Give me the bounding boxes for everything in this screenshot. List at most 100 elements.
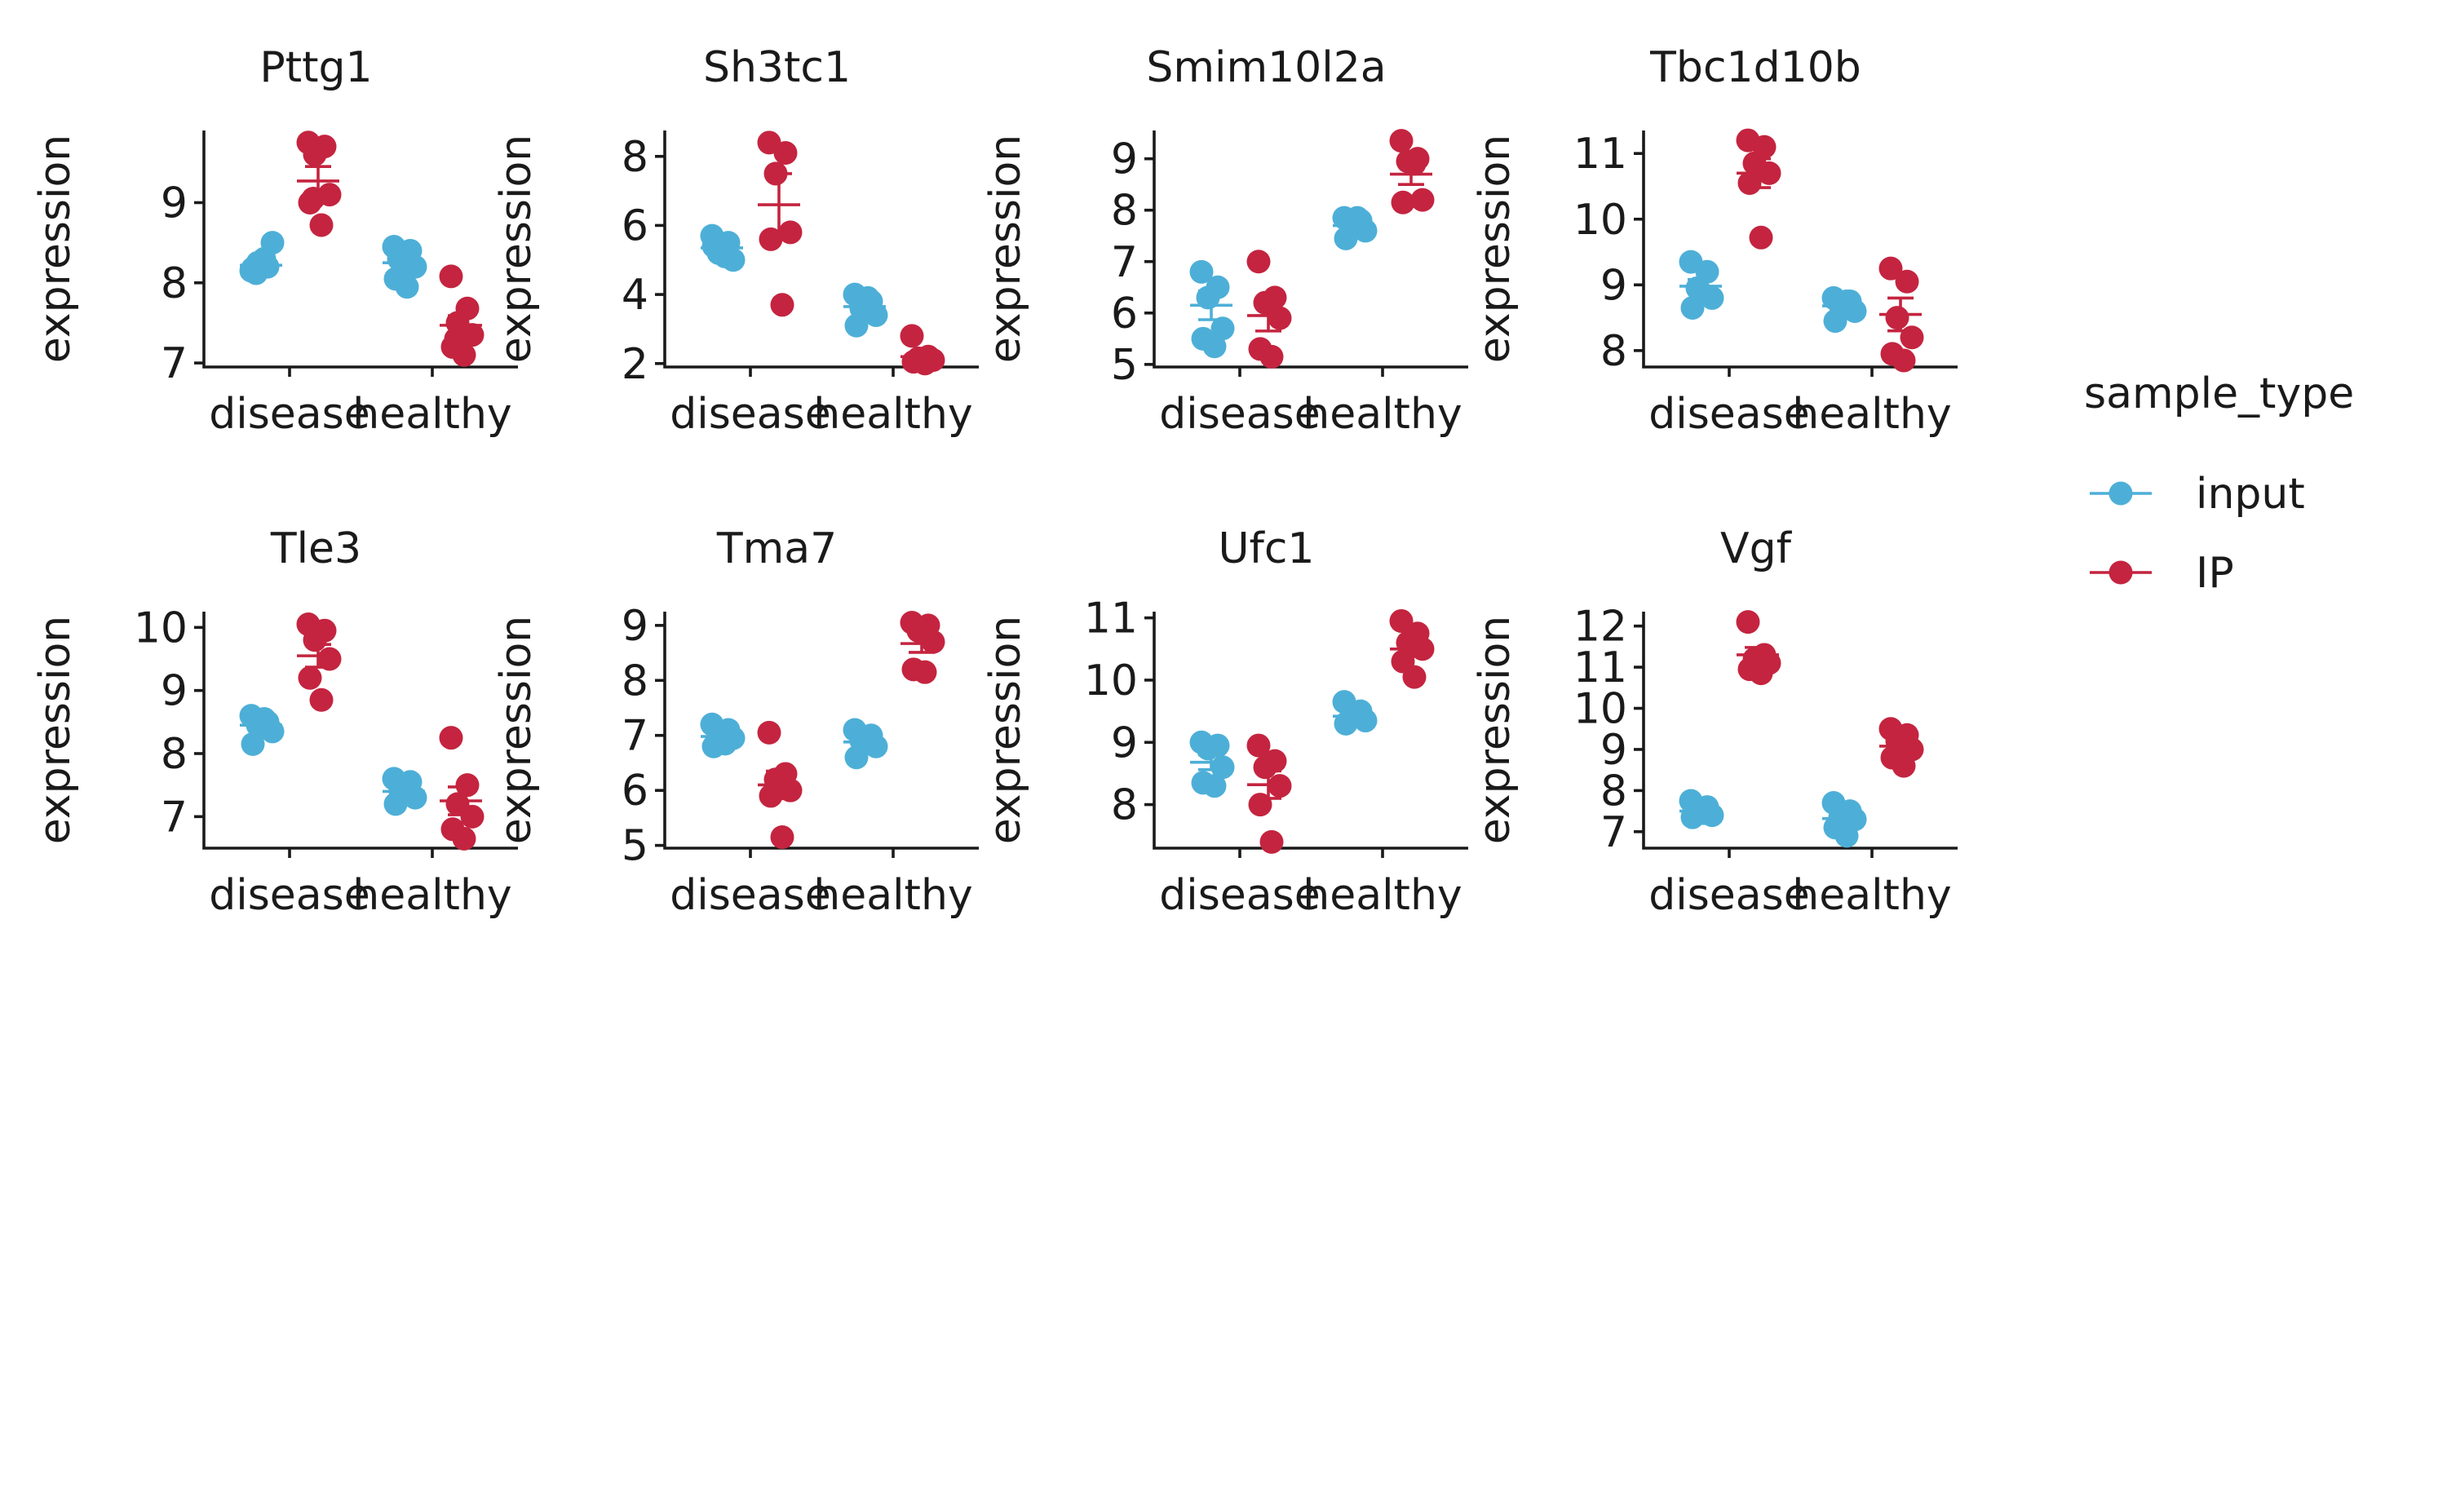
data-point-ip xyxy=(1749,661,1773,686)
x-tick-label: disease xyxy=(1159,871,1321,920)
y-tick-label: 2 xyxy=(622,340,648,389)
y-tick-label: 4 xyxy=(622,271,648,320)
y-axis-title: expression xyxy=(981,135,1030,364)
data-point-ip xyxy=(309,687,334,712)
data-point-ip xyxy=(301,187,325,211)
legend: sample_type input IP xyxy=(2084,369,2354,598)
data-point-ip xyxy=(778,220,803,245)
panel-title: Sh3tc1 xyxy=(703,43,851,92)
data-point-ip xyxy=(1892,754,1916,778)
x-tick-label: disease xyxy=(670,390,831,439)
data-point-ip xyxy=(1410,188,1435,212)
data-point-ip xyxy=(1885,306,1909,330)
legend-key-point xyxy=(2108,560,2133,585)
data-point-ip xyxy=(1246,733,1271,758)
data-point-ip xyxy=(759,784,783,808)
data-point-ip xyxy=(773,141,798,166)
data-point-input xyxy=(1834,824,1859,848)
y-tick-label: 9 xyxy=(1111,135,1138,184)
x-tick-label: disease xyxy=(1159,390,1321,439)
data-point-input xyxy=(844,745,869,770)
data-point-input xyxy=(241,732,265,756)
legend-title: sample_type xyxy=(2084,369,2354,418)
legend-key-ip: IP xyxy=(2090,549,2234,598)
y-tick-label: 8 xyxy=(1111,187,1138,236)
x-tick-label: disease xyxy=(209,390,370,439)
y-tick-label: 12 xyxy=(1573,603,1627,652)
data-point-ip xyxy=(309,213,334,237)
y-tick-label: 7 xyxy=(622,712,648,761)
data-point-ip xyxy=(1749,225,1773,250)
data-point-ip xyxy=(439,726,463,750)
y-tick-label: 10 xyxy=(134,603,188,652)
axis-lines xyxy=(202,130,518,369)
x-tick-label: disease xyxy=(209,871,370,920)
data-point-ip xyxy=(1900,325,1924,350)
y-axis-title: expression xyxy=(31,135,80,364)
panel-title: Tma7 xyxy=(716,524,837,573)
y-tick-label: 10 xyxy=(1573,685,1627,734)
x-tick-label: healthy xyxy=(1303,390,1462,439)
axis-lines xyxy=(1642,612,1958,850)
data-point-input xyxy=(395,773,419,798)
x-tick-label: healthy xyxy=(1792,871,1951,920)
data-point-input xyxy=(387,246,411,271)
data-point-input xyxy=(1202,334,1227,359)
x-tick-label: disease xyxy=(670,871,831,920)
y-tick-label: 8 xyxy=(1600,327,1627,376)
x-tick-label: healthy xyxy=(813,390,972,439)
x-tick-label: healthy xyxy=(352,871,511,920)
data-point-ip xyxy=(1246,250,1271,274)
y-tick-label: 10 xyxy=(1084,657,1138,705)
axis-lines xyxy=(1153,612,1468,850)
panel-title: Pttg1 xyxy=(259,43,372,92)
y-axis-title: expression xyxy=(492,135,541,364)
x-tick-label: healthy xyxy=(1792,390,1951,439)
y-axis-title: expression xyxy=(492,616,541,845)
data-point-ip xyxy=(460,804,485,829)
y-tick-label: 9 xyxy=(1600,261,1627,310)
data-point-input xyxy=(1189,259,1214,284)
x-tick-label: disease xyxy=(1648,871,1810,920)
data-point-ip xyxy=(770,825,794,850)
y-axis-title: expression xyxy=(981,616,1030,845)
y-tick-label: 11 xyxy=(1084,595,1138,643)
y-tick-label: 9 xyxy=(161,179,188,228)
x-tick-label: disease xyxy=(1648,390,1810,439)
x-tick-label: healthy xyxy=(1303,871,1462,920)
axis-lines xyxy=(1642,130,1958,369)
y-tick-label: 7 xyxy=(161,793,188,842)
data-point-input xyxy=(844,313,869,338)
y-tick-label: 7 xyxy=(1600,808,1627,857)
y-tick-label: 5 xyxy=(622,822,648,871)
panel-title: Tbc1d10b xyxy=(1649,43,1861,92)
y-tick-label: 8 xyxy=(1111,781,1138,830)
y-tick-label: 9 xyxy=(1600,726,1627,775)
data-point-ip xyxy=(1892,348,1916,373)
data-point-input xyxy=(856,285,880,310)
data-point-input xyxy=(1823,309,1847,334)
y-axis-title: expression xyxy=(1471,135,1520,364)
data-point-input xyxy=(1210,316,1235,341)
data-point-ip xyxy=(1268,306,1292,330)
y-axis-title: expression xyxy=(1471,616,1520,845)
y-tick-label: 9 xyxy=(622,602,648,651)
data-point-ip xyxy=(770,293,794,317)
data-point-ip xyxy=(1259,344,1284,369)
data-point-ip xyxy=(1895,269,1919,294)
data-point-ip xyxy=(1878,256,1903,281)
legend-label: input xyxy=(2196,470,2305,519)
y-tick-label: 8 xyxy=(1600,767,1627,816)
data-point-input xyxy=(1692,282,1716,307)
y-tick-label: 9 xyxy=(161,667,188,716)
y-tick-label: 11 xyxy=(1573,130,1627,179)
data-point-ip xyxy=(759,227,783,251)
data-point-ip xyxy=(1259,829,1284,854)
